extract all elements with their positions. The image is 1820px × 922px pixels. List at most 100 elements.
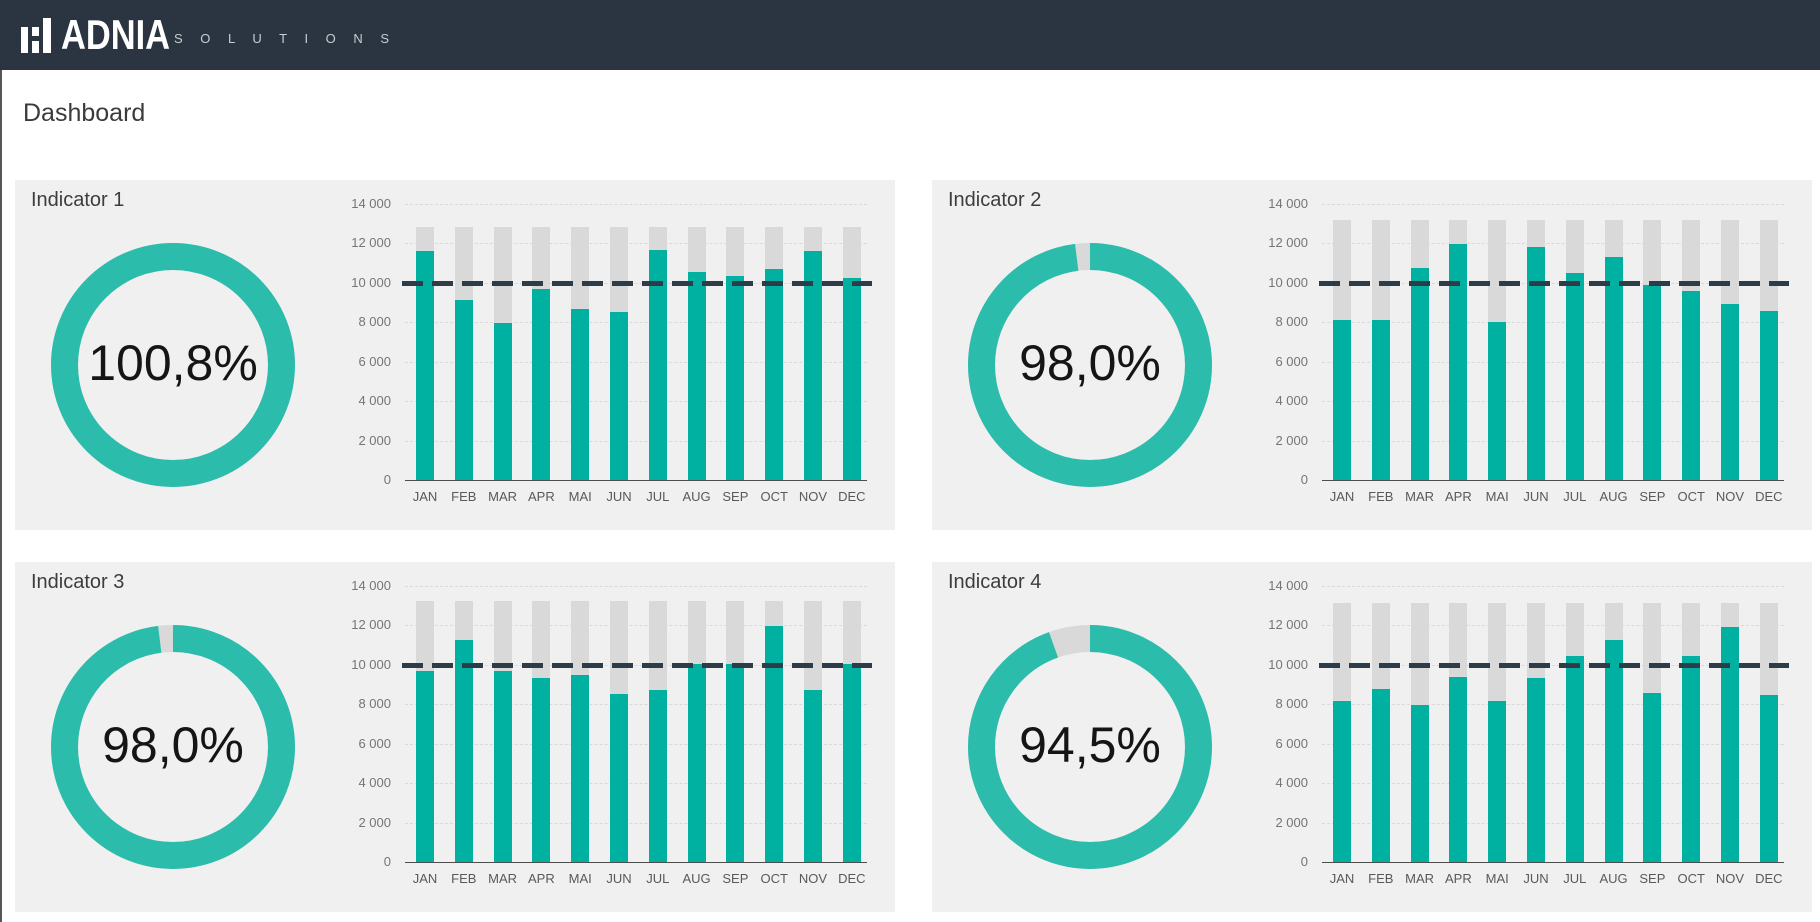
gridline xyxy=(1322,204,1784,205)
x-axis-month-label: APR xyxy=(528,871,555,886)
bar-actual xyxy=(1759,695,1778,862)
x-axis-month-label: MAI xyxy=(568,871,592,886)
x-axis-month-label: FEB xyxy=(1368,489,1394,504)
donut-value-arc xyxy=(51,625,295,869)
bar-actual xyxy=(804,689,822,862)
gridline xyxy=(405,322,867,324)
y-axis-tick-label: 0 xyxy=(383,854,391,869)
donut-value-arc xyxy=(968,243,1212,487)
monthly-bar-chart: 14 000 12 000 10 000 8 000 6 000 4 000 2 000 0 J… xyxy=(932,562,1812,912)
y-axis-tick-label: 8 000 xyxy=(358,314,391,330)
bar-actual xyxy=(1410,268,1429,480)
x-axis-month-label: DEC xyxy=(838,489,866,504)
logo-colon xyxy=(32,26,39,53)
gridline xyxy=(1322,783,1784,785)
gridline xyxy=(405,783,867,785)
donut-ring xyxy=(968,243,1212,487)
gridline xyxy=(405,361,867,363)
x-axis-month-label: SEP xyxy=(722,871,749,886)
y-axis-tick-label: 4 000 xyxy=(358,775,391,791)
x-axis-month-label: MAI xyxy=(568,489,592,504)
donut-ring xyxy=(968,625,1212,869)
x-axis-month-label: JAN xyxy=(412,489,438,504)
x-axis-month-label: APR xyxy=(1445,489,1472,504)
y-axis-tick-label: 6 000 xyxy=(358,353,391,369)
y-axis-tick-label: 12 000 xyxy=(351,617,391,633)
bar-actual xyxy=(1604,257,1623,480)
bar-actual xyxy=(1410,705,1429,862)
target-line xyxy=(1319,662,1789,668)
gridline xyxy=(1322,822,1784,824)
y-axis-tick-label: 6 000 xyxy=(358,735,391,751)
y-axis-tick-label: 10 000 xyxy=(1268,274,1308,290)
bar-actual xyxy=(571,674,590,862)
donut-value-arc xyxy=(51,243,295,487)
gauge-percent-label: 98,0% xyxy=(1019,335,1161,391)
x-axis-line xyxy=(405,862,867,863)
x-axis-month-label: NOV xyxy=(1715,871,1745,886)
x-axis-month-label: JUN xyxy=(606,489,632,504)
bar-actual xyxy=(842,663,861,862)
x-axis-month-label: JUN xyxy=(1523,489,1549,504)
bar-actual xyxy=(1371,688,1390,862)
donut-ring xyxy=(51,625,295,869)
x-axis-month-label: JUL xyxy=(1563,489,1587,504)
x-axis-month-label: JAN xyxy=(1329,489,1355,504)
panel-title: Indicator 1 xyxy=(31,189,125,211)
x-axis-month-label: DEC xyxy=(1755,489,1783,504)
x-axis-month-label: APR xyxy=(528,489,555,504)
x-axis-month-label: MAR xyxy=(1405,871,1435,886)
y-axis-tick-label: 6 000 xyxy=(1275,735,1308,751)
gauge-percent-label: 98,0% xyxy=(102,717,244,773)
bar-actual xyxy=(610,312,628,480)
gridline xyxy=(405,822,867,824)
x-axis-month-label: SEP xyxy=(722,489,749,504)
panel-title: Indicator 2 xyxy=(948,189,1042,211)
bar-actual xyxy=(1721,627,1739,862)
bar-actual xyxy=(1682,290,1701,480)
bar-actual xyxy=(648,250,667,480)
x-axis-month-label: FEB xyxy=(451,489,477,504)
bar-actual xyxy=(1449,676,1468,862)
x-axis-month-label: MAR xyxy=(1405,489,1435,504)
bar-actual xyxy=(532,677,551,862)
gridline xyxy=(1322,361,1784,363)
donut-ring xyxy=(51,243,295,487)
y-axis-tick-label: 2 000 xyxy=(1275,814,1308,830)
y-axis-tick-label: 14 000 xyxy=(351,196,391,211)
bar-actual xyxy=(842,277,861,480)
x-axis-line xyxy=(1322,862,1784,863)
kpi-panel-indicator-3: Indicator 3 98,0% 14 000 12 000 10 000 8 00… xyxy=(15,562,895,912)
bar-actual xyxy=(610,694,628,862)
bar-actual xyxy=(1759,311,1778,480)
target-line xyxy=(1319,280,1789,286)
x-axis-month-label: SEP xyxy=(1639,871,1666,886)
gridline xyxy=(1322,625,1784,627)
brand-bars-icon xyxy=(21,17,51,53)
bar-actual xyxy=(1449,244,1468,480)
x-axis-month-label: JUN xyxy=(1523,871,1549,886)
gauge-percent-label: 100,8% xyxy=(88,335,258,391)
panel-title: Indicator 4 xyxy=(948,571,1042,593)
y-axis-tick-label: 2 000 xyxy=(358,814,391,830)
y-axis-tick-label: 14 000 xyxy=(351,578,391,593)
x-axis-month-label: OCT xyxy=(1677,871,1705,886)
x-axis-month-label: OCT xyxy=(760,871,788,886)
x-axis-line xyxy=(405,480,867,481)
y-axis-tick-label: 8 000 xyxy=(1275,696,1308,712)
gridline xyxy=(1322,743,1784,745)
gridline xyxy=(1322,401,1784,403)
x-axis-month-label: AUG xyxy=(1599,871,1628,886)
target-line xyxy=(402,662,872,668)
y-axis-tick-label: 12 000 xyxy=(1268,235,1308,251)
y-axis-tick-label: 12 000 xyxy=(351,235,391,251)
x-axis-month-label: DEC xyxy=(838,871,866,886)
y-axis-tick-label: 14 000 xyxy=(1268,196,1308,211)
x-axis-month-label: OCT xyxy=(1677,489,1705,504)
gridline xyxy=(405,743,867,745)
x-axis-month-label: AUG xyxy=(682,871,711,886)
y-axis-tick-label: 0 xyxy=(1300,854,1308,869)
bar-actual xyxy=(493,323,512,480)
kpi-panel-indicator-1: Indicator 1 100,8% 14 000 12 000 10 000 8 0… xyxy=(15,180,895,530)
x-axis-month-label: JAN xyxy=(1329,871,1355,886)
